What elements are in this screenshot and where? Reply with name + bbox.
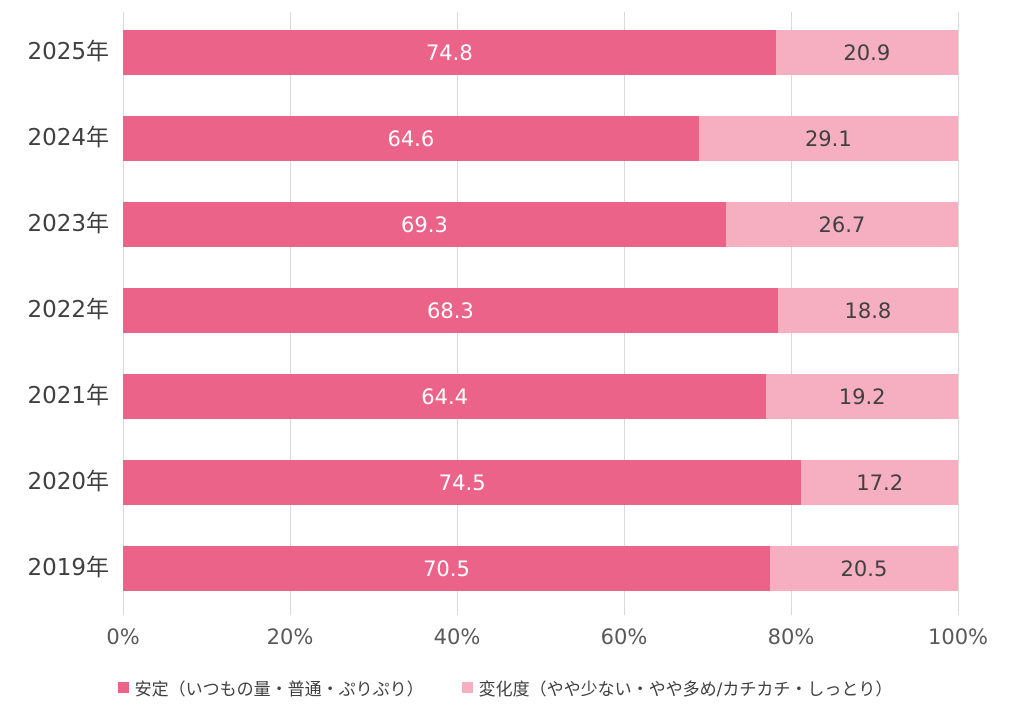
bar-segment-variation: 19.2 <box>766 374 958 419</box>
bar-segment-stable: 70.5 <box>123 546 770 591</box>
bar-segment-stable: 68.3 <box>123 288 778 333</box>
legend-label-stable: 安定（いつもの量・普通・ぷりぷり） <box>134 680 424 700</box>
x-tick-label: 80% <box>767 625 815 649</box>
bar-row: 2025年 74.8 20.9 <box>27 30 958 75</box>
year-label: 2024年 <box>27 125 109 151</box>
legend-item-variation: 変化度（やや少ない・やや多め/カチカチ・しっとり） <box>461 675 893 700</box>
x-tick-label: 40% <box>433 625 481 649</box>
bar-segment-variation: 26.7 <box>725 202 958 247</box>
year-label: 2021年 <box>27 383 109 409</box>
bar-row: 2020年 74.5 17.2 <box>27 460 958 505</box>
bar-segment-stable: 69.3 <box>123 202 726 247</box>
x-tick-label: 60% <box>600 625 648 649</box>
bar-row: 2019年 70.5 20.5 <box>27 546 958 591</box>
legend: 安定（いつもの量・普通・ぷりぷり） 変化度（やや少ない・やや多め/カチカチ・しっ… <box>0 675 1010 700</box>
year-label: 2019年 <box>27 555 109 581</box>
gridline <box>958 12 959 615</box>
bar-segment-stable: 64.6 <box>123 116 699 161</box>
bar-row: 2024年 64.6 29.1 <box>27 116 958 161</box>
x-tick-label: 0% <box>106 625 140 649</box>
legend-swatch-variation <box>461 682 473 693</box>
year-label: 2025年 <box>27 39 109 65</box>
legend-swatch-stable <box>117 682 129 693</box>
bar-segment-variation: 20.9 <box>775 30 958 75</box>
legend-item-stable: 安定（いつもの量・普通・ぷりぷり） <box>117 675 424 700</box>
bar-segment-stable: 74.5 <box>123 460 802 505</box>
x-tick-label: 20% <box>266 625 314 649</box>
legend-label-variation: 変化度（やや少ない・やや多め/カチカチ・しっとり） <box>478 680 893 700</box>
bar-row: 2022年 68.3 18.8 <box>27 288 958 333</box>
bar-row: 2021年 64.4 19.2 <box>27 374 958 419</box>
year-label: 2022年 <box>27 297 109 323</box>
year-label: 2023年 <box>27 211 109 237</box>
bar-segment-variation: 20.5 <box>769 546 958 591</box>
year-label: 2020年 <box>27 469 109 495</box>
x-axis: 0% 20% 40% 60% 80% 100% <box>106 625 988 655</box>
bar-segment-variation: 17.2 <box>801 460 958 505</box>
bar-segment-stable: 74.8 <box>123 30 776 75</box>
bar-segment-variation: 18.8 <box>777 288 958 333</box>
bar-segment-stable: 64.4 <box>123 374 767 419</box>
x-tick-label: 100% <box>927 625 989 649</box>
bar-segment-variation: 29.1 <box>698 116 958 161</box>
plot-area: 2025年 74.8 20.9 2024年 64.6 29.1 2023年 69.3 26.7 2… <box>27 12 959 615</box>
bar-row: 2023年 69.3 26.7 <box>27 202 958 247</box>
